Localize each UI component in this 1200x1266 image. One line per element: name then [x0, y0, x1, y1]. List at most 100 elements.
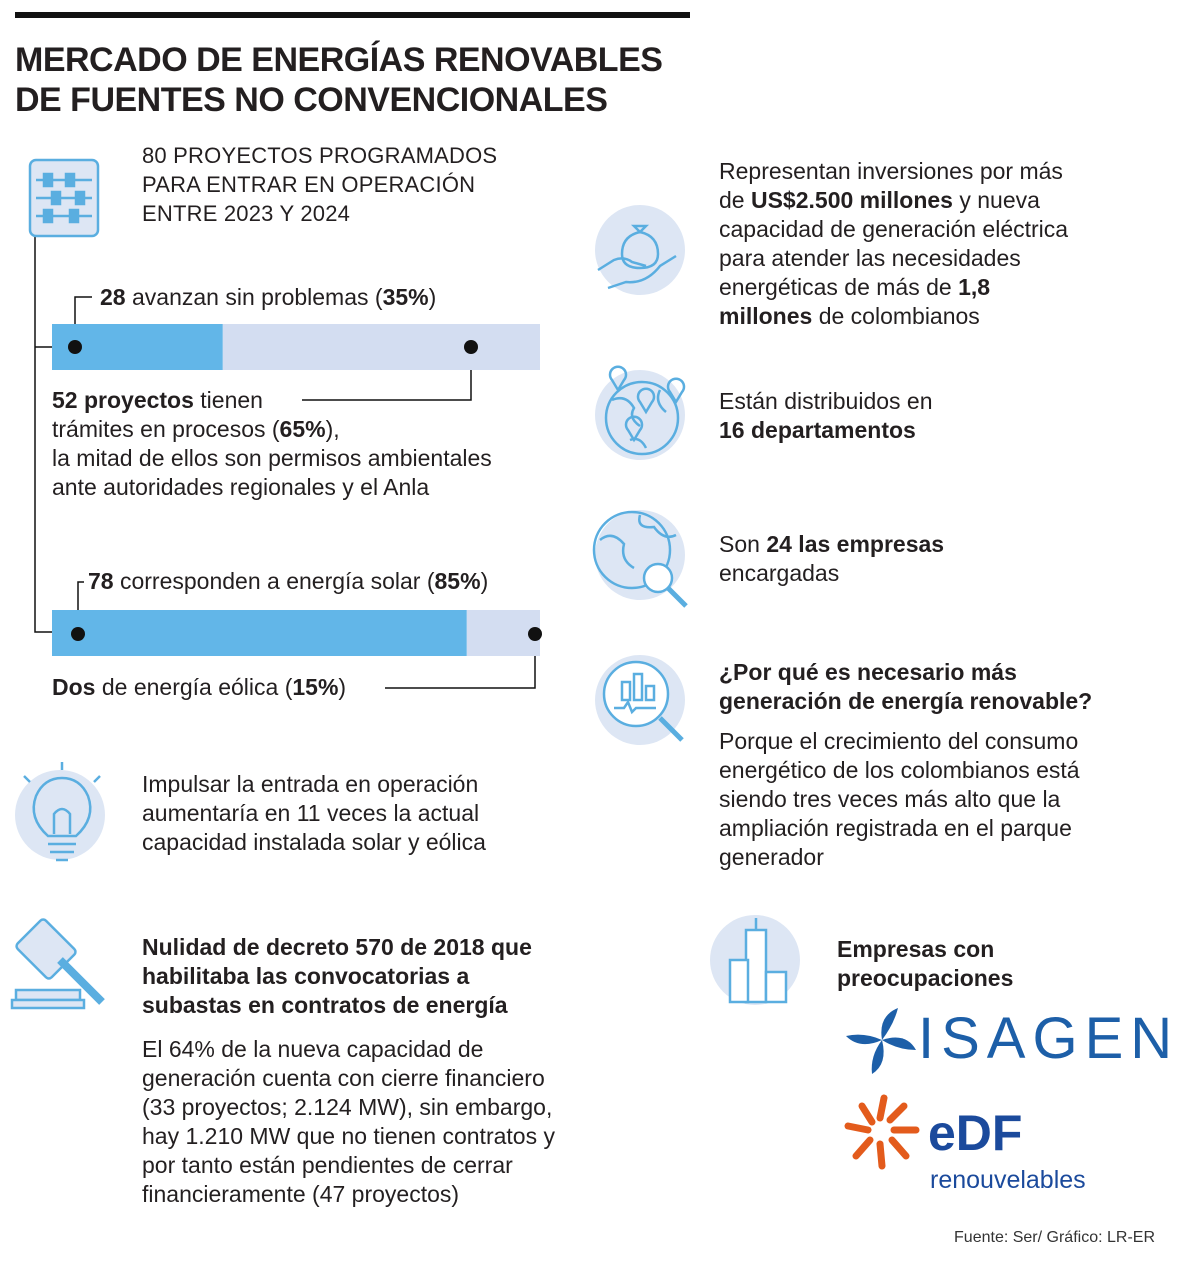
source-note: Fuente: Ser/ Gráfico: LR-ER — [954, 1228, 1155, 1248]
text-line: ¿Por qué es necesario más — [719, 659, 1017, 685]
text-run: corresponden a energía solar ( — [113, 568, 435, 594]
page-title: MERCADO DE ENERGÍAS RENOVABLES DE FUENTES… — [15, 40, 663, 120]
text-line: Son 24 las empresas — [719, 530, 944, 559]
icons — [10, 158, 800, 1010]
strong-text: 16 departamentos — [719, 417, 916, 443]
text-line: de US$2.500 millones y nueva — [719, 186, 1068, 215]
text-line: Impulsar la entrada en operación — [142, 771, 479, 797]
why-heading: ¿Por qué es necesario más generación de e… — [719, 658, 1092, 716]
text-run: ) — [428, 284, 437, 310]
strong-text: Dos — [52, 674, 96, 700]
status-bottom: 52 proyectos tienen trámites en procesos … — [52, 386, 492, 502]
decree-body: El 64% de la nueva capacidad de generació… — [142, 1035, 555, 1209]
text-run: energéticas de más de — [719, 274, 959, 300]
percent: 65% — [279, 416, 326, 442]
percent: 35% — [382, 284, 429, 310]
text-line: hay 1.210 MW que no tienen contratos y — [142, 1123, 555, 1149]
text-line: 52 proyectos tienen — [52, 386, 492, 415]
text-run: ), — [325, 416, 340, 442]
source-bottom: Dos de energía eólica (15%) — [52, 673, 346, 702]
percent: 15% — [292, 674, 339, 700]
text-line: por tanto están pendientes de cerrar — [142, 1152, 513, 1178]
text-line: siendo tres veces más alto que la — [719, 786, 1061, 812]
text-line: Están distribuidos en — [719, 387, 933, 416]
text-run: para atender las necesidades — [719, 245, 1021, 271]
text-line: MERCADO DE ENERGÍAS RENOVABLES — [15, 41, 663, 79]
isagen-logo: ISAGEN — [918, 1006, 1179, 1071]
text-line: 80 PROYECTOS PROGRAMADOS — [142, 143, 498, 168]
text-run: ) — [338, 674, 347, 700]
text-run: de colombianos — [812, 303, 980, 329]
text-line: Representan inversiones por más — [719, 157, 1068, 186]
source-top: 78 corresponden a energía solar (85%) — [88, 567, 488, 596]
text-line: la mitad de ellos son permisos ambiental… — [52, 444, 492, 473]
companies-heading: Empresas con preocupaciones — [837, 935, 1013, 993]
text-line: financieramente (47 proyectos) — [142, 1181, 460, 1207]
strong-text: 1,8 — [958, 274, 991, 300]
bar-segment — [52, 610, 467, 656]
text-line: Fuente: Ser/ Gráfico: LR-ER — [954, 1229, 1155, 1246]
connector-dot — [464, 340, 478, 354]
edf-symbol — [844, 1094, 920, 1170]
text-line: PARA ENTRAR EN OPERACIÓN — [142, 172, 476, 197]
strong-text: millones — [719, 303, 813, 329]
strong-text: 78 — [88, 568, 114, 594]
isagen-symbol — [846, 1008, 916, 1074]
text-run: Están distribuidos en — [719, 388, 933, 414]
strong-text: 24 las empresas — [766, 531, 945, 557]
text-line: Porque el crecimiento del consumo — [719, 728, 1079, 754]
text-line: energéticas de más de 1,8 — [719, 273, 1068, 302]
text-line: capacidad instalada solar y eólica — [142, 829, 486, 855]
text-line: ampliación registrada en el parque — [719, 815, 1072, 841]
text-line: DE FUENTES NO CONVENCIONALES — [15, 81, 608, 119]
text-run: ) — [480, 568, 489, 594]
text-run: encargadas — [719, 560, 840, 586]
text-run: la mitad de ellos son permisos ambiental… — [52, 445, 492, 471]
why-body: Porque el crecimiento del consumo energét… — [719, 727, 1080, 872]
text-line: capacidad de generación eléctrica — [719, 215, 1068, 244]
text-line: 16 departamentos — [719, 416, 933, 445]
text-line: encargadas — [719, 559, 944, 588]
text-line: generación cuenta con cierre financiero — [142, 1065, 545, 1091]
decree-heading: Nulidad de decreto 570 de 2018 que habili… — [142, 933, 532, 1020]
text-run: avanzan sin problemas ( — [125, 284, 383, 310]
text-run: Representan inversiones por más — [719, 158, 1063, 184]
connector-dot — [528, 627, 542, 641]
text-line: El 64% de la nueva capacidad de — [142, 1036, 484, 1062]
text-run: de energía eólica ( — [95, 674, 293, 700]
strong-text: 28 — [100, 284, 126, 310]
bar-segment — [222, 324, 541, 370]
text-line: ante autoridades regionales y el Anla — [52, 473, 492, 502]
text-run: tienen — [193, 387, 263, 413]
text-line: aumentaría en 11 veces la actual — [142, 800, 480, 826]
intro: 80 PROYECTOS PROGRAMADOS PARA ENTRAR EN O… — [142, 141, 497, 228]
strong-text: US$2.500 millones — [750, 187, 953, 213]
text-line: para atender las necesidades — [719, 244, 1068, 273]
text-line: millones de colombianos — [719, 302, 1068, 331]
companies-count-text: Son 24 las empresas encargadas — [719, 530, 944, 588]
text-line: trámites en procesos (65%), — [52, 415, 492, 444]
text-line: generador — [719, 844, 824, 870]
status-top: 28 avanzan sin problemas (35%) — [100, 283, 436, 312]
text-line: habilitaba las convocatorias a — [142, 963, 470, 989]
top-rule — [15, 12, 690, 18]
text-line: subastas en contratos de energía — [142, 992, 508, 1018]
bar-segment — [466, 610, 540, 656]
impulse-text: Impulsar la entrada en operación aumentar… — [142, 770, 486, 857]
text-line: 28 avanzan sin problemas (35%) — [100, 283, 436, 312]
text-line: Empresas con — [837, 936, 995, 962]
text-line: Dos de energía eólica (15%) — [52, 673, 346, 702]
connector-dot — [71, 627, 85, 641]
text-line: generación de energía renovable? — [719, 688, 1093, 714]
edf-logo: eDF — [928, 1105, 1022, 1161]
text-run: de — [719, 187, 751, 213]
text-run: capacidad de generación eléctrica — [719, 216, 1069, 242]
text-line: Nulidad de decreto 570 de 2018 que — [142, 934, 532, 960]
text-line: ENTRE 2023 Y 2024 — [142, 201, 351, 226]
text-line: 78 corresponden a energía solar (85%) — [88, 567, 488, 596]
text-run: trámites en procesos ( — [52, 416, 280, 442]
percent: 85% — [434, 568, 481, 594]
distribution-text: Están distribuidos en 16 departamentos — [719, 387, 933, 445]
